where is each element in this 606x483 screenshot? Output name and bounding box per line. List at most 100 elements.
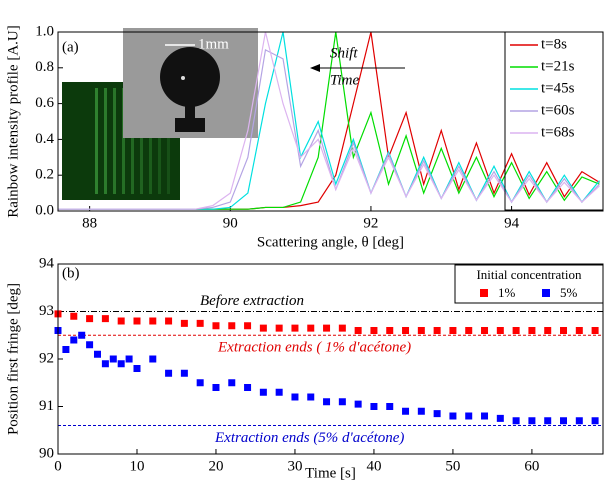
y-tick-label: 0.2 [35, 167, 54, 183]
x-tick-label: 40 [366, 458, 381, 474]
legend-title: Initial concentration [476, 267, 582, 282]
data-point [591, 327, 599, 334]
x-tick-label: 94 [504, 215, 520, 231]
inset-fringe [104, 88, 107, 194]
data-point [338, 324, 346, 332]
data-point [386, 403, 394, 410]
series-line [58, 31, 600, 210]
x-tick-label: 0 [54, 458, 62, 474]
inset-scale: 1mm [198, 36, 229, 52]
data-point [465, 412, 473, 420]
x-tick-label: 50 [445, 458, 460, 474]
inset-fringe [149, 88, 152, 194]
data-point [78, 331, 86, 339]
legend-label: t=60s [541, 102, 575, 118]
legend-box [454, 264, 604, 304]
data-point [212, 322, 220, 330]
data-point [575, 417, 583, 425]
data-point [101, 315, 109, 323]
y-tick-label: 0.6 [35, 95, 54, 111]
inset-fringe [113, 88, 116, 194]
data-point [149, 355, 157, 363]
data-point [133, 365, 141, 372]
data-point [101, 360, 109, 368]
y-tick-label: 94 [39, 255, 55, 271]
legend-label: t=45s [541, 80, 575, 96]
data-point [109, 355, 117, 363]
y-tick-label: 93 [39, 303, 54, 319]
data-point [180, 319, 188, 327]
data-point [165, 317, 173, 325]
data-point [307, 393, 315, 401]
data-point [117, 360, 125, 368]
shift-arrow-head [310, 64, 320, 72]
data-point [196, 319, 204, 327]
data-point [149, 317, 157, 325]
reference-label: Extraction ends (5% d'acétone) [214, 430, 404, 446]
data-point [544, 417, 552, 425]
data-point [402, 327, 410, 334]
data-point [354, 327, 362, 334]
annotation: Shift [330, 45, 358, 61]
annotation: Time [330, 72, 360, 88]
inset-fringe [158, 88, 161, 194]
data-point [70, 336, 78, 344]
x-tick-label: 90 [223, 215, 238, 231]
data-point [70, 312, 78, 320]
data-point [370, 403, 378, 410]
data-point [417, 407, 425, 415]
data-point [560, 417, 568, 425]
series-line [58, 31, 600, 210]
data-point [433, 327, 441, 334]
x-tick-label: 10 [129, 458, 144, 474]
y-tick-label: 1.0 [35, 23, 54, 39]
data-point [291, 393, 299, 401]
data-point [560, 327, 568, 334]
y-tick-label: 0.4 [35, 131, 54, 147]
data-point [180, 369, 188, 377]
data-point [386, 327, 394, 334]
legend-label: 5% [560, 285, 578, 300]
inset-fringe [122, 88, 125, 194]
data-point [323, 398, 331, 406]
x-tick-label: 20 [208, 458, 223, 474]
data-point [496, 414, 504, 422]
inset-fringe [167, 88, 170, 194]
data-point [244, 384, 252, 391]
x-tick-label: 60 [524, 458, 539, 474]
data-point [291, 324, 299, 332]
data-point [370, 327, 378, 334]
legend-swatch [542, 289, 550, 297]
x-tick-label: 30 [287, 458, 302, 474]
data-point [228, 379, 236, 387]
data-point [93, 350, 101, 358]
data-point [196, 379, 204, 387]
data-point [544, 327, 552, 334]
data-point [86, 315, 94, 323]
reference-label: Extraction ends ( 1% d'acétone) [217, 340, 411, 356]
plot-frame [57, 263, 604, 455]
data-point [228, 322, 236, 330]
data-point [512, 417, 520, 425]
data-point [212, 384, 220, 391]
series-line [58, 48, 600, 210]
inset-fringe [131, 88, 134, 194]
series-line [58, 31, 600, 210]
data-point [528, 327, 536, 334]
data-point [481, 327, 489, 334]
data-point [275, 324, 283, 332]
legend-label: 1% [498, 285, 516, 300]
inset-drop [160, 47, 220, 107]
data-point [402, 407, 410, 415]
data-point [244, 322, 252, 330]
y-axis-label: Rainbow intensity profile [A.U] [5, 25, 21, 217]
y-tick-label: 0.0 [35, 202, 54, 218]
data-point [528, 417, 536, 425]
legend-label: t=21s [541, 58, 575, 74]
data-point [338, 398, 346, 406]
legend-label: t=8s [541, 36, 567, 52]
data-point [275, 388, 283, 396]
y-tick-label: 90 [39, 445, 54, 461]
inset-fringe [140, 88, 143, 194]
